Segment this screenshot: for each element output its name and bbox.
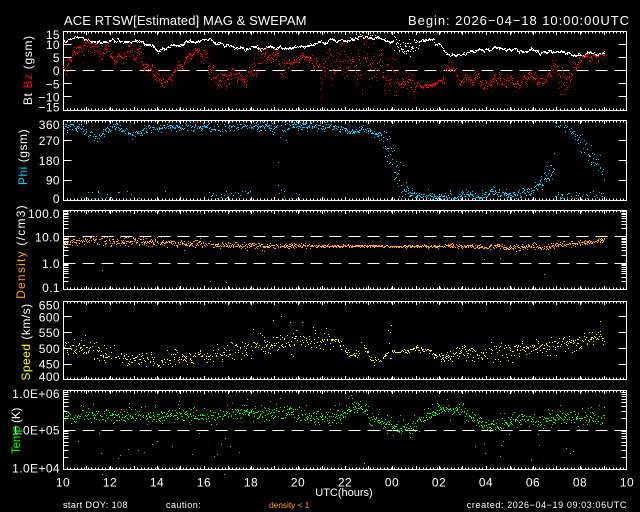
svg-text:−10: −10 [38, 90, 60, 104]
svg-text:Temp (K): Temp (K) [9, 408, 23, 455]
svg-text:5: 5 [53, 51, 60, 65]
svg-text:Speed (km/s): Speed (km/s) [19, 303, 33, 380]
svg-text:0: 0 [53, 64, 60, 78]
svg-text:600: 600 [39, 310, 60, 324]
svg-text:20: 20 [291, 476, 305, 490]
svg-text:10.0: 10.0 [35, 230, 60, 244]
svg-text:22: 22 [338, 476, 352, 490]
svg-text:270: 270 [39, 134, 60, 148]
svg-text:UTC(hours): UTC(hours) [315, 487, 372, 499]
svg-text:Begin: 2026−04−18 10:00:00UTC: Begin: 2026−04−18 10:00:00UTC [408, 13, 630, 28]
svg-text:0: 0 [53, 192, 60, 206]
svg-text:1.0E+05: 1.0E+05 [12, 424, 60, 438]
svg-text:ACE RTSW[Estimated] MAG & SWEP: ACE RTSW[Estimated] MAG & SWEPAM [64, 13, 307, 28]
svg-text:−15: −15 [38, 101, 60, 115]
svg-text:360: 360 [39, 118, 60, 132]
svg-text:10: 10 [46, 38, 60, 52]
svg-text:550: 550 [39, 326, 60, 340]
svg-text:06: 06 [526, 476, 540, 490]
svg-text:Phi (gsm): Phi (gsm) [16, 129, 30, 185]
svg-text:02: 02 [432, 476, 446, 490]
svg-text:created: 2026−04−19 09:03:06UT: created: 2026−04−19 09:03:06UTC [467, 500, 627, 510]
svg-text:1.0E+04: 1.0E+04 [12, 462, 60, 476]
svg-text:10: 10 [620, 476, 634, 490]
svg-text:400: 400 [39, 370, 60, 384]
svg-text:0.1: 0.1 [42, 281, 60, 295]
svg-text:14: 14 [150, 476, 164, 490]
svg-text:12: 12 [103, 476, 117, 490]
svg-text:500: 500 [39, 342, 60, 356]
svg-text:1.0: 1.0 [42, 257, 60, 271]
svg-text:16: 16 [197, 476, 211, 490]
svg-text:08: 08 [573, 476, 587, 490]
svg-text:10: 10 [56, 476, 70, 490]
svg-text:00: 00 [385, 476, 399, 490]
svg-text:15: 15 [46, 28, 60, 42]
svg-text:100.0: 100.0 [28, 207, 60, 221]
svg-text:04: 04 [479, 476, 493, 490]
svg-text:650: 650 [39, 299, 60, 313]
svg-text:18: 18 [244, 476, 258, 490]
svg-text:Density (/cm3): Density (/cm3) [14, 204, 28, 299]
svg-text:90: 90 [46, 174, 60, 188]
svg-text:Bt Bz (gsm): Bt Bz (gsm) [21, 35, 35, 105]
svg-text:1.0E+06: 1.0E+06 [12, 387, 60, 401]
svg-text:−5: −5 [46, 77, 60, 91]
svg-text:caution:: caution: [166, 500, 201, 510]
svg-text:density < 1: density < 1 [269, 500, 310, 510]
svg-text:180: 180 [39, 154, 60, 168]
svg-text:450: 450 [39, 358, 60, 372]
svg-text:start DOY: 108: start DOY: 108 [63, 500, 128, 510]
